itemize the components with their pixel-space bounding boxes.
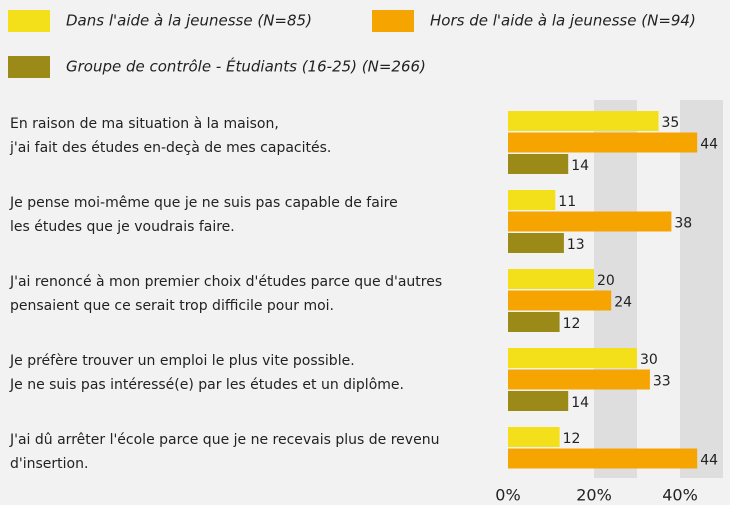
legend-swatch: [8, 10, 50, 32]
legend-label: Groupe de contrôle - Étudiants (16-25) (…: [66, 57, 426, 76]
bar: [508, 132, 698, 153]
legend-label: Hors de l'aide à la jeunesse (N=94): [430, 12, 696, 30]
category-label: En raison de ma situation à la maison,: [10, 116, 279, 132]
bar: [508, 233, 564, 253]
bar: [508, 312, 560, 332]
category-label: J'ai renoncé à mon premier choix d'étude…: [9, 274, 442, 290]
x-tick-label: 0%: [495, 486, 520, 505]
bar: [508, 290, 612, 311]
category-label: d'insertion.: [10, 456, 88, 472]
value-label: 14: [571, 158, 589, 174]
value-label: 12: [563, 316, 581, 332]
category-label: j'ai fait des études en-deçà de mes capa…: [9, 140, 331, 156]
value-label: 11: [558, 194, 576, 210]
value-label: 13: [567, 237, 585, 253]
category-label: les études que je voudrais faire.: [10, 219, 235, 235]
bar: [508, 369, 650, 390]
x-tick-label: 20%: [576, 486, 612, 505]
bar: [508, 427, 560, 447]
value-label: 12: [563, 431, 581, 447]
bar: [508, 190, 556, 210]
value-label: 35: [662, 115, 680, 131]
category-label: Je préfère trouver un emploi le plus vit…: [9, 353, 355, 369]
bar: [508, 391, 569, 411]
value-label: 38: [674, 216, 692, 232]
value-label: 44: [700, 453, 718, 469]
value-label: 14: [571, 395, 589, 411]
bar: [508, 154, 569, 174]
value-label: 44: [700, 137, 718, 153]
grid-band: [594, 100, 637, 478]
legend-swatch: [372, 10, 414, 32]
grid-band: [680, 100, 723, 478]
value-label: 20: [597, 273, 615, 289]
value-label: 33: [653, 374, 671, 390]
category-label: J'ai dû arrêter l'école parce que je ne …: [9, 432, 439, 448]
category-label: pensaient que ce serait trop difficile p…: [10, 298, 334, 314]
legend-label: Dans l'aide à la jeunesse (N=85): [66, 12, 312, 30]
bar: [508, 269, 594, 289]
value-label: 24: [614, 295, 632, 311]
bar: [508, 448, 698, 469]
legend-swatch: [8, 56, 50, 78]
bar: [508, 348, 637, 368]
value-label: 30: [640, 352, 658, 368]
x-tick-label: 40%: [662, 486, 698, 505]
category-label: Je pense moi-même que je ne suis pas cap…: [9, 195, 398, 211]
bar: [508, 211, 672, 232]
category-label: Je ne suis pas intéressé(e) par les étud…: [9, 377, 404, 393]
bar: [508, 111, 659, 131]
